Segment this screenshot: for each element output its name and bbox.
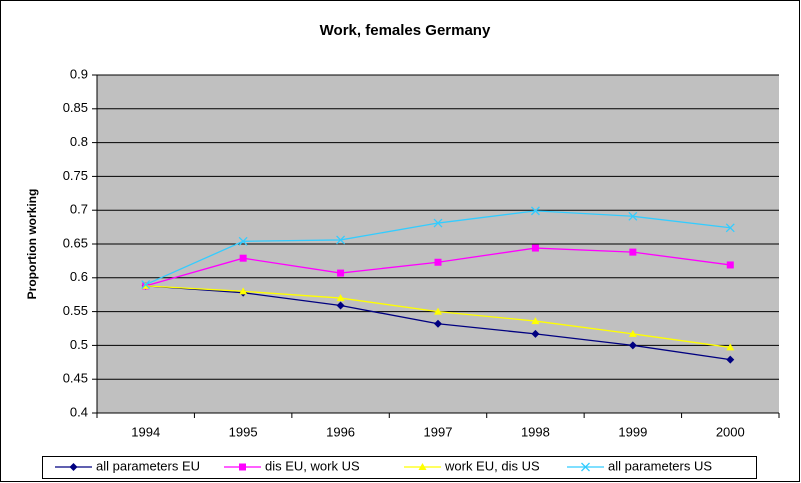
data-point [725, 223, 735, 233]
y-axis-label: Proportion working [25, 189, 39, 300]
legend-marker [69, 463, 78, 471]
legend-label: work EU, dis US [444, 458, 540, 473]
data-point [531, 317, 540, 325]
legend-label: dis EU, work US [265, 458, 360, 473]
y-tick-label: 0.85 [63, 100, 88, 115]
y-tick-label: 0.8 [70, 134, 88, 149]
y-tick-label: 0.45 [63, 371, 88, 386]
x-tick-label: 1998 [521, 424, 550, 439]
data-point [337, 269, 345, 277]
x-tick-label: 1994 [131, 424, 160, 439]
data-point [628, 329, 637, 337]
y-tick-label: 0.4 [70, 404, 88, 419]
x-tick-label: 1995 [229, 424, 258, 439]
legend-marker [239, 463, 246, 471]
data-point [530, 206, 540, 216]
data-point [628, 211, 638, 221]
data-point [629, 248, 637, 256]
y-tick-label: 0.55 [63, 303, 88, 318]
x-tick-label: 1997 [424, 424, 453, 439]
data-point [239, 287, 248, 295]
data-point [434, 319, 442, 328]
data-point [434, 307, 442, 315]
legend-marker [581, 462, 590, 472]
data-point [726, 261, 734, 269]
data-point [238, 236, 248, 246]
data-point [434, 258, 442, 266]
legend-label: all parameters EU [96, 458, 200, 473]
legend [42, 456, 757, 479]
y-tick-label: 0.7 [70, 202, 88, 217]
y-tick-label: 0.6 [70, 269, 88, 284]
data-point [141, 280, 151, 290]
data-point [336, 235, 346, 245]
data-point [336, 294, 345, 302]
y-tick-label: 0.75 [63, 168, 88, 183]
data-point [531, 329, 540, 338]
data-point [628, 341, 637, 350]
y-tick-label: 0.65 [63, 235, 88, 250]
data-point [239, 254, 247, 262]
x-tick-label: 2000 [716, 424, 745, 439]
y-tick-label: 0.9 [70, 66, 88, 81]
data-point [433, 218, 443, 228]
x-tick-label: 1996 [326, 424, 355, 439]
y-tick-label: 0.5 [70, 337, 88, 352]
legend-label: all parameters US [608, 458, 712, 473]
chart-title: Work, females Germany [320, 22, 491, 39]
data-point [531, 244, 539, 252]
x-tick-label: 1999 [618, 424, 647, 439]
data-point [726, 355, 735, 364]
data-point [726, 343, 735, 351]
data-point [336, 301, 345, 310]
legend-marker [418, 463, 427, 470]
